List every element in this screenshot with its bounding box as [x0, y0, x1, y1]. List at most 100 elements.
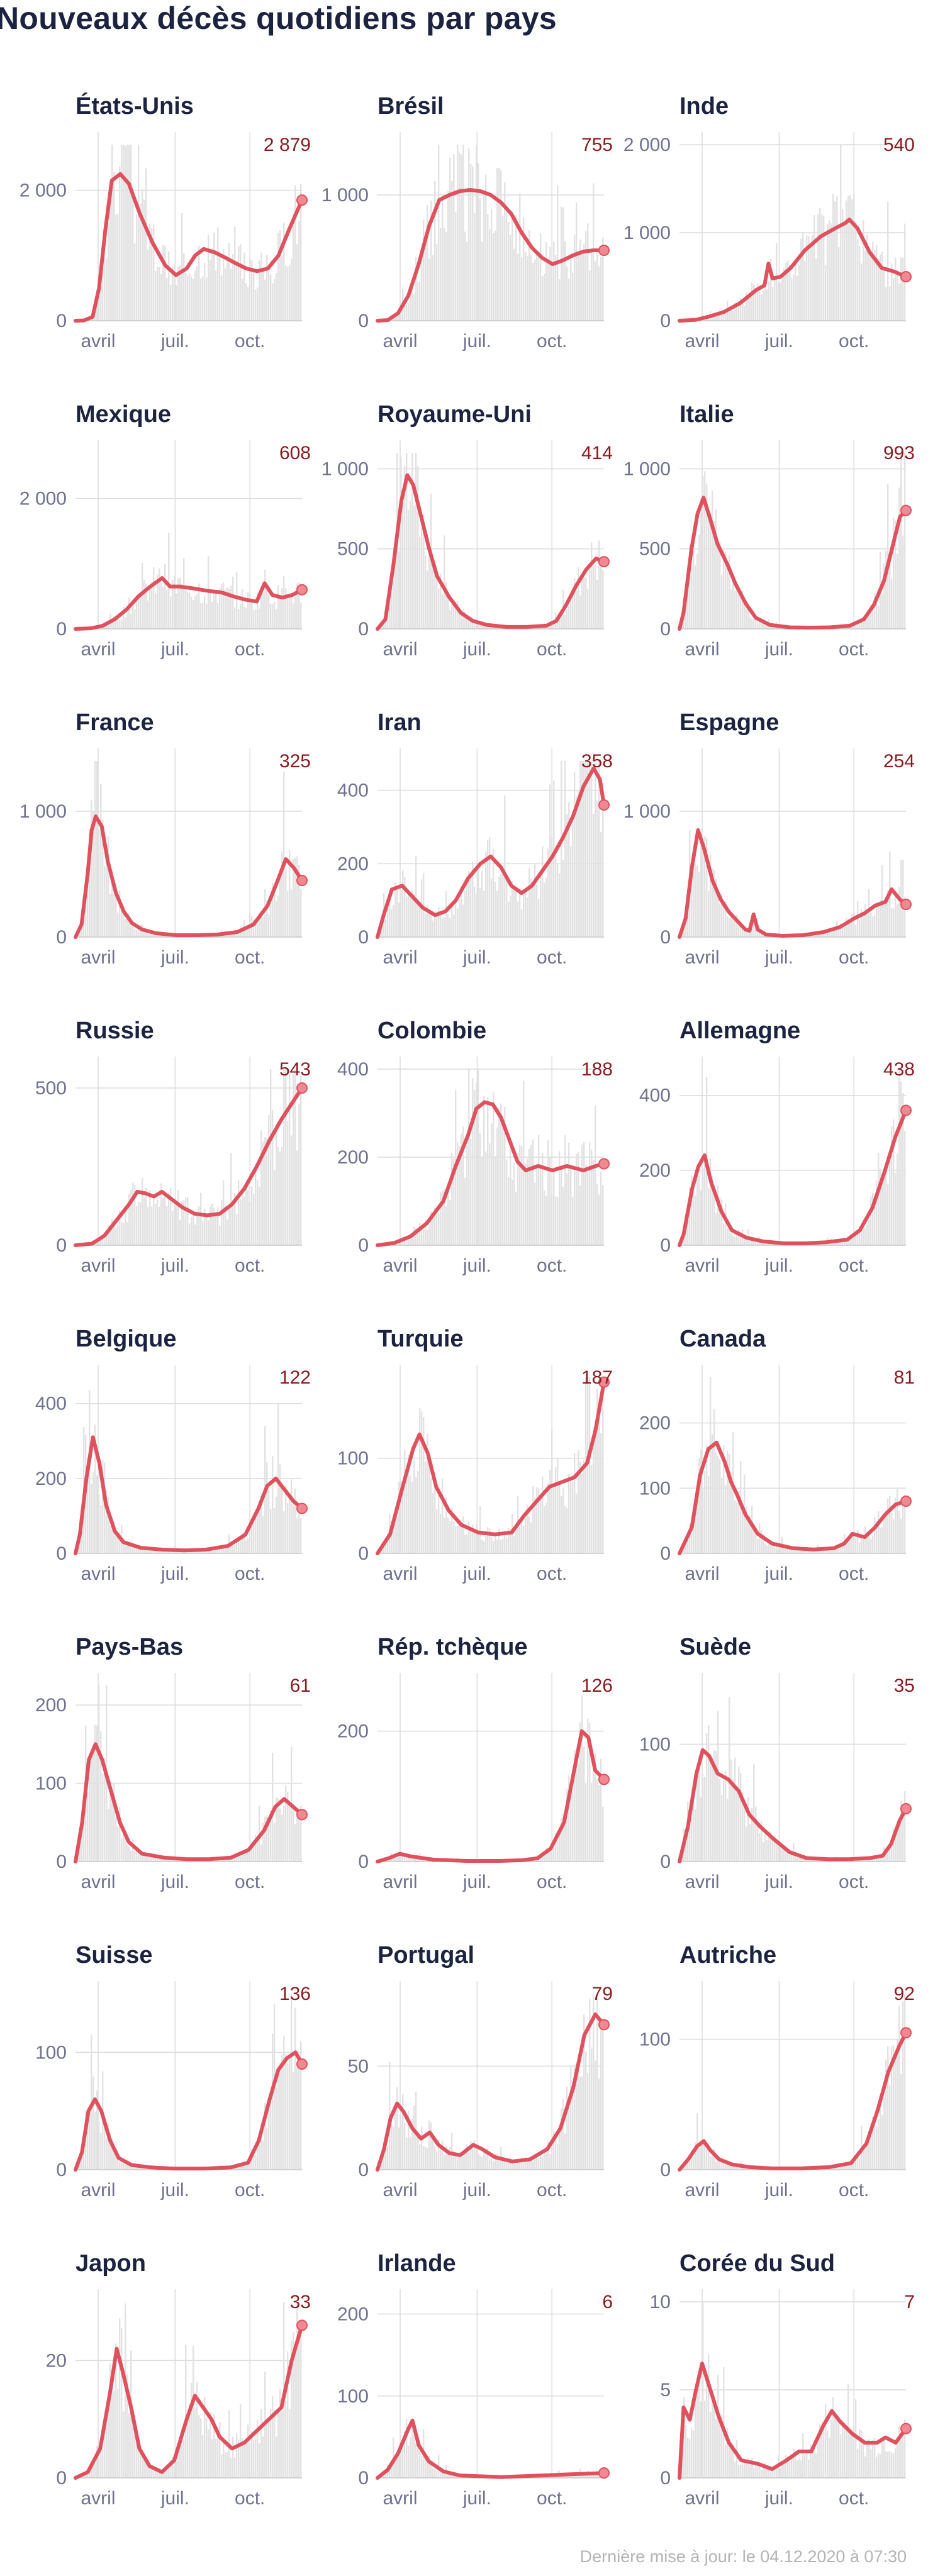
daily-bar — [147, 1207, 149, 1245]
daily-bar — [710, 855, 712, 937]
daily-bar — [204, 2397, 206, 2478]
daily-bar — [464, 1178, 466, 1245]
daily-bar — [780, 1548, 781, 1553]
daily-bar — [891, 264, 893, 321]
daily-bar — [736, 589, 738, 629]
daily-bar — [119, 619, 121, 629]
daily-bar — [91, 1755, 92, 1862]
country-panel: avril juil. oct. 0 200 400 122 Belgique — [13, 1321, 315, 1629]
daily-bar — [519, 888, 521, 937]
daily-bar — [104, 250, 106, 321]
last-point-marker — [598, 1158, 610, 1170]
x-tick-label: avril — [685, 1563, 719, 1584]
daily-bar — [298, 1104, 300, 1245]
daily-bar — [230, 2458, 232, 2478]
daily-bar — [223, 1545, 225, 1553]
daily-bar — [126, 1544, 128, 1553]
daily-bar — [487, 1527, 489, 1553]
trend-line — [376, 188, 606, 323]
daily-bar — [406, 2138, 408, 2170]
daily-bar — [804, 1858, 806, 1862]
daily-bar — [838, 2166, 840, 2170]
daily-bar — [830, 932, 832, 937]
daily-bar — [744, 1238, 746, 1245]
daily-bar — [721, 1199, 723, 1245]
daily-bar — [266, 1815, 268, 1862]
daily-bar — [553, 780, 555, 937]
last-point-marker — [598, 1774, 610, 1785]
daily-bar — [406, 896, 408, 937]
daily-bar — [557, 1197, 559, 1245]
daily-bar — [868, 889, 870, 937]
daily-bar — [723, 1223, 725, 1245]
daily-bar — [281, 1488, 283, 1553]
daily-bar — [270, 2408, 272, 2478]
daily-bar — [532, 1486, 534, 1553]
daily-bar — [398, 902, 400, 937]
daily-bar — [406, 1476, 408, 1553]
daily-bar — [685, 918, 687, 937]
daily-bar — [391, 2462, 393, 2478]
daily-bar — [734, 1500, 736, 1553]
daily-bar — [889, 556, 891, 629]
daily-bar — [510, 2157, 512, 2170]
daily-bar — [479, 1506, 481, 1553]
daily-bar — [536, 1167, 538, 1245]
daily-bar — [566, 1173, 568, 1245]
daily-bar — [411, 1857, 413, 1862]
daily-bar — [851, 2162, 853, 2170]
daily-bar — [415, 1857, 417, 1862]
daily-bar — [870, 913, 872, 937]
daily-bar — [734, 916, 736, 937]
daily-bar — [111, 1794, 113, 1862]
daily-bar — [562, 2099, 564, 2170]
daily-bar — [415, 257, 417, 321]
daily-bar — [447, 191, 449, 321]
daily-bar — [855, 2399, 857, 2478]
daily-bar — [474, 1090, 476, 1245]
daily-bar — [404, 465, 406, 629]
daily-bar — [902, 2001, 904, 2170]
y-tick-label: 0 — [56, 619, 67, 640]
daily-bar — [449, 2473, 451, 2478]
daily-bar — [583, 2014, 585, 2170]
daily-bar — [489, 625, 491, 629]
daily-bar — [225, 1548, 226, 1553]
daily-bar — [396, 1242, 398, 1245]
daily-bar — [700, 1190, 702, 1245]
daily-bar — [715, 1452, 717, 1553]
daily-bar — [574, 1170, 576, 1245]
daily-bar — [198, 583, 200, 629]
daily-bar — [253, 1516, 255, 1553]
daily-bar — [215, 270, 217, 321]
daily-bar — [853, 2424, 855, 2478]
daily-bar — [542, 1152, 544, 1245]
daily-bar — [293, 2072, 294, 2170]
daily-bar — [572, 1481, 574, 1553]
daily-bar — [436, 2151, 438, 2170]
y-tick-label: 400 — [337, 780, 369, 801]
daily-bar — [153, 933, 155, 937]
daily-bar — [510, 896, 512, 937]
daily-bar — [891, 908, 893, 937]
daily-bar — [712, 491, 713, 629]
daily-bar — [247, 2424, 249, 2478]
daily-bar — [300, 183, 302, 321]
daily-bar — [461, 1526, 462, 1553]
daily-bar — [483, 196, 485, 321]
daily-bar — [742, 1506, 744, 1553]
daily-bar — [121, 619, 123, 629]
daily-bar — [602, 1185, 604, 1245]
daily-bar — [821, 214, 823, 321]
daily-bar — [170, 2460, 172, 2478]
daily-bar — [279, 1808, 281, 1862]
daily-bar — [738, 2165, 740, 2170]
daily-bar — [747, 606, 749, 629]
daily-bar — [834, 1241, 836, 1245]
daily-bar — [902, 1093, 904, 1245]
daily-bar — [147, 600, 149, 629]
daily-bar — [806, 1859, 808, 1862]
daily-bar — [98, 1494, 100, 1553]
daily-bar — [823, 931, 825, 937]
